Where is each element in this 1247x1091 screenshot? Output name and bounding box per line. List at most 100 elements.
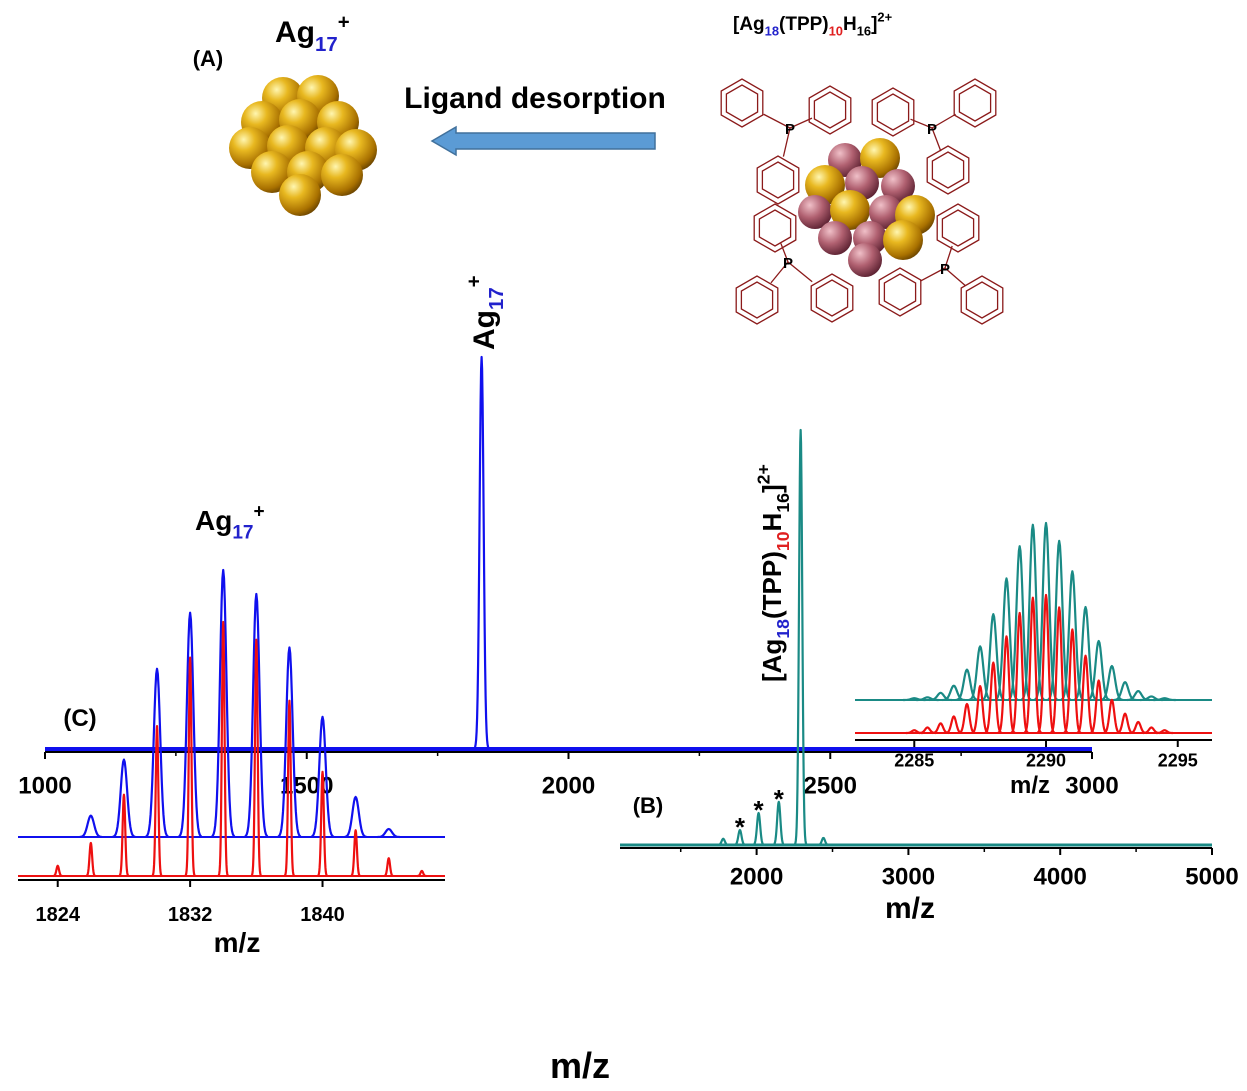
peak [929, 691, 953, 702]
peak [1036, 593, 1056, 734]
phenyl-ring [936, 203, 980, 253]
peak [317, 770, 328, 877]
atom-label: P [927, 121, 937, 138]
phenyl-ring-inner [740, 281, 774, 319]
formula-part: Ag [275, 16, 315, 49]
formula-part: 2+ [753, 464, 773, 484]
peak-label: * [735, 812, 746, 842]
peak [968, 645, 992, 701]
atom-label: P [785, 121, 795, 138]
peak-annotation: Ag17+ [464, 275, 509, 350]
phenyl-ring-inner [965, 281, 999, 319]
arrow-text: Ligand desorption [404, 82, 666, 115]
x-tick-label: 1824 [35, 904, 80, 926]
phenyl-ring [808, 85, 852, 135]
x-tick-label: 1840 [300, 904, 345, 926]
phenyl-ring-inner [813, 91, 847, 129]
panel-label: (C) [63, 705, 96, 732]
peak [118, 793, 130, 877]
formula-part: (TPP) [779, 14, 829, 35]
peak [955, 668, 979, 702]
peak [1155, 729, 1174, 735]
bond [919, 267, 946, 282]
peak [984, 661, 1003, 734]
formula-part: 17 [486, 287, 508, 310]
formula-part: 18 [765, 24, 779, 39]
peak [1076, 654, 1095, 734]
peak [52, 864, 64, 878]
peak [1089, 679, 1108, 734]
x-axis-label: m/z [550, 1045, 610, 1086]
formula-part: 17 [232, 522, 253, 543]
formula-part: + [254, 501, 265, 522]
peak [944, 715, 963, 735]
phenyl-ring-inner [725, 84, 759, 122]
formula-part: 16 [773, 493, 793, 513]
atom [798, 195, 832, 229]
x-tick-label: 2500 [804, 772, 857, 799]
peak [793, 428, 808, 845]
formula-part: 2+ [877, 9, 892, 24]
peak [178, 611, 203, 838]
formula-part: + [464, 275, 486, 287]
peak [1116, 712, 1134, 735]
phenyl-ring-inner [761, 161, 795, 199]
peak-annotation: Ag17+ [195, 501, 265, 543]
formula-part: [Ag [757, 639, 787, 682]
phenyl-ring-inner [958, 84, 992, 122]
formula-part: (TPP) [757, 551, 787, 619]
x-tick-label: 1832 [168, 904, 213, 926]
bond [787, 261, 813, 283]
peak [942, 684, 966, 702]
peak [184, 656, 196, 877]
peak [1153, 697, 1177, 702]
peak [1060, 570, 1085, 701]
phenyl-ring [753, 203, 797, 253]
peak-annotation: [Ag18(TPP)10H16]2+ [753, 464, 793, 682]
x-axis-label: m/z [885, 892, 935, 925]
phenyl-ring [756, 155, 800, 205]
x-tick-label: 3000 [1065, 772, 1118, 799]
bond [931, 113, 956, 129]
peak [112, 758, 136, 838]
x-tick-label: 5000 [1185, 863, 1238, 890]
bond [770, 261, 789, 284]
formula-part: H [843, 14, 857, 35]
phenyl-ring [871, 87, 915, 137]
panel-label: (B) [633, 793, 664, 818]
peak [817, 836, 830, 847]
atom-label: P [940, 261, 950, 278]
formula-part: + [338, 12, 350, 34]
x-tick-label: 2000 [730, 863, 783, 890]
peak [85, 841, 97, 877]
peak [1129, 720, 1148, 735]
peak [310, 715, 335, 838]
bond [931, 127, 942, 152]
peak [1063, 628, 1082, 734]
phenyl-ring [720, 78, 764, 128]
ag17-cluster [229, 75, 377, 216]
peak [277, 646, 302, 838]
peak [344, 795, 368, 838]
peak [79, 814, 103, 839]
x-tick-label: 2295 [1158, 750, 1198, 770]
atom [251, 151, 293, 193]
atom [830, 190, 870, 230]
peak-label: * [774, 784, 785, 814]
bond [944, 267, 966, 287]
atom [883, 220, 923, 260]
peak [716, 837, 730, 847]
bond [944, 245, 953, 269]
peak [145, 667, 169, 838]
peak [1047, 539, 1071, 701]
peak [752, 811, 765, 847]
formula-part: ] [757, 484, 787, 493]
phenyl-ring-inner [941, 209, 975, 247]
precursor-formula: [Ag18(TPP)10H16]2+ [733, 9, 893, 38]
peak [1050, 606, 1069, 734]
x-tick-label: 2290 [1026, 750, 1066, 770]
ligands: P P P P [720, 78, 1004, 325]
